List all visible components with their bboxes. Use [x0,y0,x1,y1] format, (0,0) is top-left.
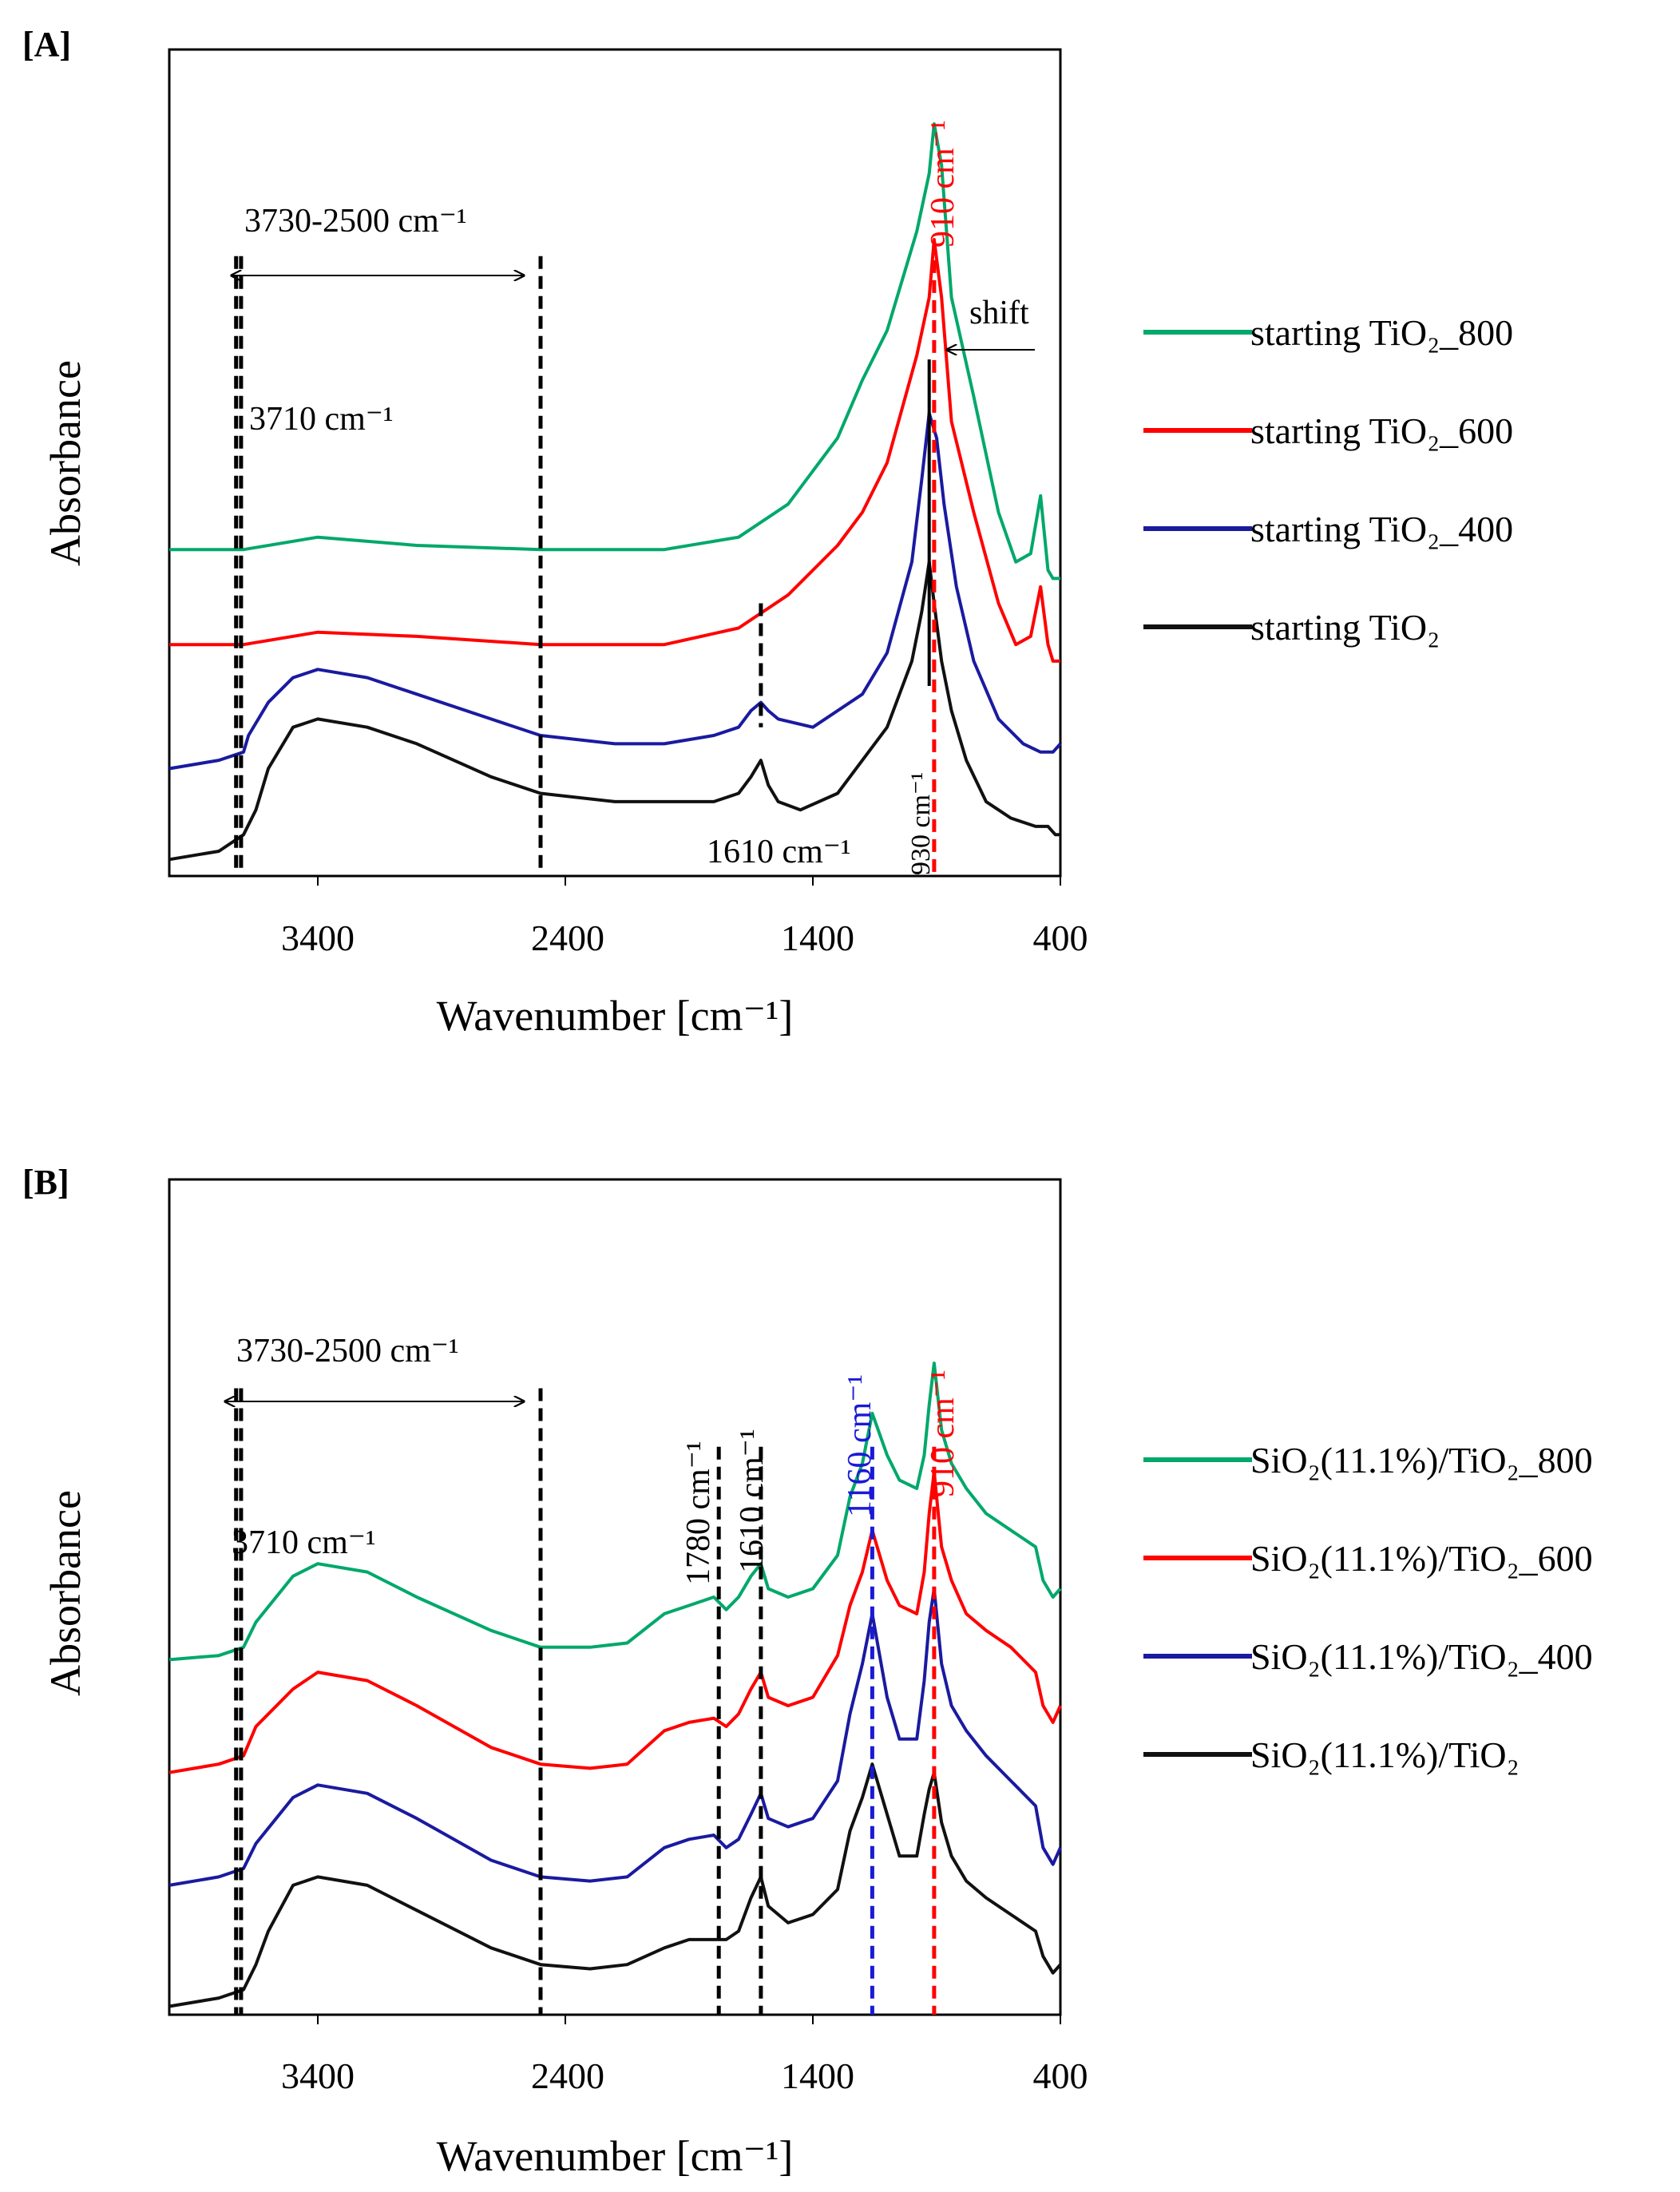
panel-label: [B] [22,1163,69,1202]
range-label: 3730-2500 cm⁻¹ [244,203,467,240]
peak-label-1610: 1610 cm⁻¹ [734,1429,771,1573]
legend-item: SiO₂(11.1%)/TiO₂_600 [1143,1538,1593,1579]
x-tick-labels: 3400 2400 1400 400 [281,2055,1088,2096]
shift-label: shift [969,295,1029,331]
legend: starting TiO₂_800 starting TiO₂_600 star… [1143,312,1513,648]
peak-label-1780: 1780 cm⁻¹ [680,1441,717,1585]
series-line-sio-11-1-tio-800 [168,1362,1062,1662]
legend-item: SiO₂(11.1%)/TiO₂_400 [1143,1636,1593,1677]
x-tick-label: 2400 [531,2055,604,2096]
legend-item: starting TiO₂_600 [1143,410,1513,451]
peak-label-930: 930 cm⁻¹ [906,772,936,875]
legend-label: starting TiO₂_400 [1250,509,1513,549]
legend-label: starting TiO₂ [1250,607,1440,648]
panel-label: [A] [22,25,71,64]
panel-a: [A] Absorbance Wavenumber [cm⁻¹] 3400 24… [22,25,1513,1040]
series-line-sio-11-1-tio-400 [168,1587,1062,1887]
plot-frame [168,48,1062,878]
legend-item: starting TiO₂_400 [1143,509,1513,549]
legend-item: starting TiO₂ [1143,607,1440,648]
peak-label-910: 910 cm⁻¹ [925,1370,961,1497]
legend-label: SiO₂(11.1%)/TiO₂_400 [1250,1636,1593,1677]
legend-item: starting TiO₂_800 [1143,312,1513,353]
plot-frame [168,1178,1062,2016]
legend-item: SiO₂(11.1%)/TiO₂_800 [1143,1440,1593,1480]
x-tick-label: 3400 [281,2055,355,2096]
y-axis-label: Absorbance [42,360,89,566]
x-tick-labels: 3400 2400 1400 400 [281,918,1088,958]
legend-label: starting TiO₂_600 [1250,410,1513,451]
series-line-starting-tio-600 [169,238,1060,663]
legend-label: starting TiO₂_800 [1250,312,1513,353]
series-line-starting-tio-800 [169,122,1060,581]
range-label: 3730-2500 cm⁻¹ [236,1333,459,1370]
x-tick-label: 400 [1033,918,1088,958]
x-tick-label: 1400 [781,918,854,958]
legend-label: SiO₂(11.1%)/TiO₂ [1250,1734,1520,1775]
peak-label-3710: 3710 cm⁻¹ [249,401,394,438]
peak-label-910: 910 cm⁻¹ [925,120,961,248]
y-axis-label: Absorbance [42,1490,89,1696]
series-line-starting-tio-400 [168,411,1062,771]
peak-label-1160: 1160 cm⁻¹ [842,1374,878,1517]
legend-item: SiO₂(11.1%)/TiO₂ [1143,1734,1520,1775]
panel-b: [B] Absorbance Wavenumber [cm⁻¹] 3400 24… [22,1163,1593,2180]
plot-area [168,122,1062,886]
legend-label: SiO₂(11.1%)/TiO₂_600 [1250,1538,1593,1579]
x-tick-label: 1400 [781,2055,854,2096]
x-tick-label: 2400 [531,918,604,958]
peak-label-1610: 1610 cm⁻¹ [707,834,851,870]
x-tick-label: 3400 [281,918,355,958]
x-axis-label: Wavenumber [cm⁻¹] [437,992,794,1040]
series-line-starting-tio [168,560,1060,862]
x-axis-label: Wavenumber [cm⁻¹] [437,2132,794,2180]
plot-area [168,1362,1062,2024]
legend: SiO₂(11.1%)/TiO₂_800 SiO₂(11.1%)/TiO₂_60… [1143,1440,1593,1775]
peak-label-3710: 3710 cm⁻¹ [232,1524,376,1561]
x-tick-label: 400 [1033,2055,1088,2096]
legend-label: SiO₂(11.1%)/TiO₂_800 [1250,1440,1593,1480]
series-line-sio-11-1-tio [168,1762,1062,2008]
series-line-sio-11-1-tio-600 [168,1470,1062,1774]
